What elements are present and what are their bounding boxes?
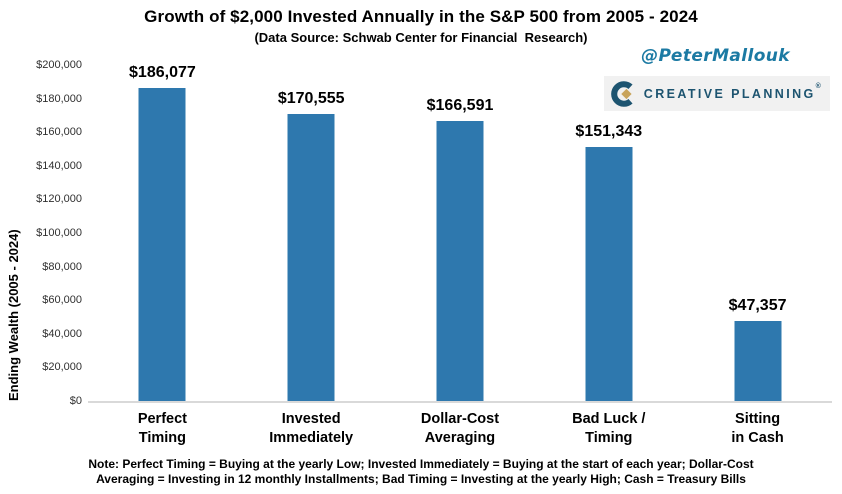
y-axis-ticks: $0 $20,000 $40,000 $60,000 $80,000 $100,000 $1… xyxy=(0,59,82,407)
category-label: Sitting in Cash xyxy=(731,411,784,446)
bar-value-label: $186,077 xyxy=(129,64,196,81)
creative-planning-c-icon xyxy=(610,80,633,107)
twitter-handle: @PeterMallouk xyxy=(641,46,790,66)
bar-3 xyxy=(436,121,484,401)
bar-value-label: $47,357 xyxy=(728,297,787,314)
brand-name: CREATIVE PLANNING® xyxy=(643,83,823,101)
plot-area: $186,077 $170,555 $166,591 $151,343 $47,357 xyxy=(88,64,832,403)
bar-column: $166,591 xyxy=(386,65,535,401)
y-tick-label: $120,000 xyxy=(36,193,82,206)
brand-text: CREATIVE PLANNING xyxy=(643,86,816,101)
y-tick-label: $200,000 xyxy=(36,59,82,71)
category-label: Dollar-Cost Averaging xyxy=(420,411,500,446)
y-tick-label: $40,000 xyxy=(42,327,82,340)
bar-1 xyxy=(138,88,186,401)
y-tick-label: $160,000 xyxy=(36,126,82,139)
bar-column: $186,077 xyxy=(88,64,237,401)
x-axis-labels: Perfect Timing Invested Immediately Dollar… xyxy=(88,410,832,448)
y-tick-label: $180,000 xyxy=(36,92,82,105)
y-tick-label: $20,000 xyxy=(42,361,82,374)
trademark-symbol: ® xyxy=(815,82,824,90)
y-tick-label: $60,000 xyxy=(42,294,82,307)
y-tick-label: $100,000 xyxy=(36,227,82,239)
creative-planning-logo: CREATIVE PLANNING® xyxy=(604,76,830,111)
chart-subtitle: (Data Source: Schwab Center for Financia… xyxy=(254,30,588,45)
category-label: Bad Luck / Timing xyxy=(572,411,646,446)
bar-value-label: $170,555 xyxy=(277,90,345,107)
bar-column: $170,555 xyxy=(237,65,386,401)
bar-value-label: $151,343 xyxy=(575,123,643,140)
bar-2 xyxy=(287,114,335,401)
bar-value-label: $166,591 xyxy=(426,97,494,114)
category-label: Invested Immediately xyxy=(269,411,354,446)
y-tick-label: $140,000 xyxy=(36,159,82,172)
y-tick-label: $0 xyxy=(69,395,82,407)
y-tick-label: $80,000 xyxy=(42,260,82,273)
bar-column: $151,343 xyxy=(534,65,683,401)
chart-title: Growth of $2,000 Invested Annually in th… xyxy=(144,7,698,26)
bar-4 xyxy=(585,147,633,401)
footnote: Note: Perfect Timing = Buying at the yea… xyxy=(88,457,754,486)
bar-column: $47,357 xyxy=(683,65,832,401)
bar-5 xyxy=(734,321,782,401)
category-label: Perfect Timing xyxy=(137,411,187,446)
